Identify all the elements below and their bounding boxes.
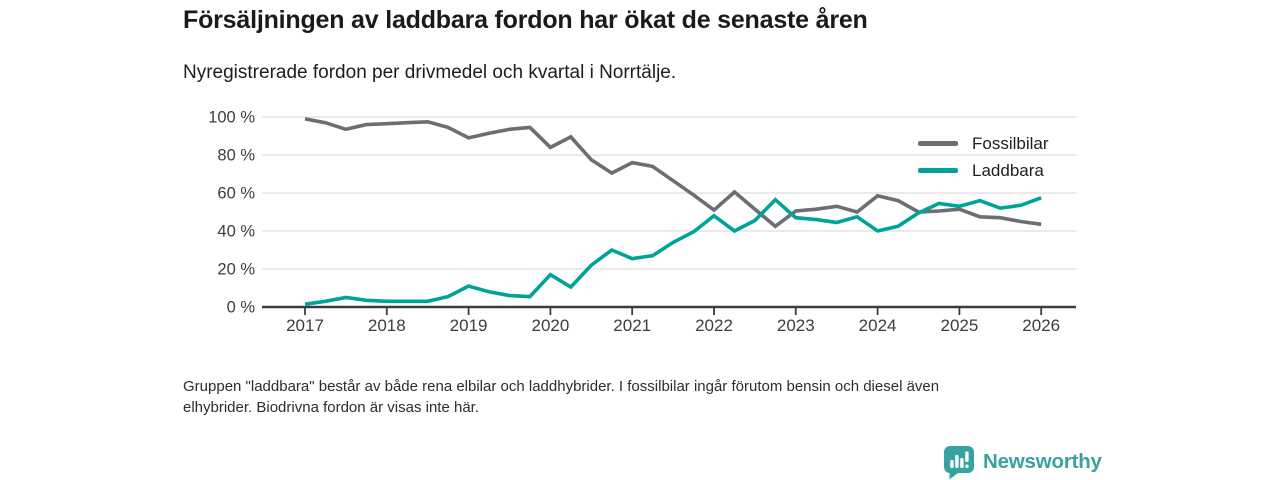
logo-text: Newsworthy [983, 450, 1102, 473]
line-chart: 0 % 20 % 40 % 60 % 80 % 100 % 2017 2018 2019 2020… [208, 109, 1076, 335]
x-axis-label: 2019 [450, 316, 488, 335]
y-axis-label: 100 % [208, 109, 255, 127]
newsworthy-icon [943, 446, 974, 480]
x-axis-label: 2021 [613, 316, 651, 335]
footnote-line-2: elhybrider. Biodrivna fordon är visas in… [183, 398, 479, 416]
x-axis-label: 2024 [859, 316, 897, 335]
x-axis-label: 2023 [777, 316, 815, 335]
laddbara-line-swatch [918, 168, 958, 173]
x-axis-label: 2026 [1022, 316, 1060, 335]
legend-label: Fossilbilar [972, 134, 1049, 153]
y-axis-label: 40 % [217, 223, 255, 241]
legend-item-laddbara: Laddbara [918, 162, 1049, 179]
x-axis-label: 2018 [368, 316, 406, 335]
logo-bar-3 [960, 458, 964, 468]
footnote-line-1: Gruppen "laddbara" består av både rena e… [183, 378, 940, 395]
legend-label: Laddbara [972, 161, 1044, 180]
laddbara-line [304, 196, 1042, 306]
y-axis-label: 20 % [217, 261, 255, 279]
logo-exclamation-bar [965, 451, 969, 462]
chart-subtitle: Nyregistrerade fordon per drivmedel och … [183, 62, 677, 83]
logo-bubble-shape [943, 446, 974, 480]
x-axis-label: 2022 [695, 316, 733, 335]
fossilbilar-line-swatch [918, 141, 958, 146]
x-axis-label: 2025 [940, 316, 978, 335]
x-axis-label: 2020 [531, 316, 569, 335]
y-axis-label: 80 % [217, 147, 255, 165]
y-axis-label: 60 % [217, 185, 255, 203]
chart-footnote: Gruppen "laddbara" består av både rena e… [183, 377, 1113, 418]
page-title: Försäljningen av laddbara fordon har öka… [183, 6, 868, 34]
y-axis-label: 0 % [227, 299, 256, 317]
logo-exclamation-dot [965, 464, 969, 468]
logo-bar-1 [950, 460, 954, 468]
x-axis-label: 2017 [286, 316, 324, 335]
legend-item-fossilbilar: Fossilbilar [918, 135, 1049, 152]
chart-legend: Fossilbilar Laddbara [918, 135, 1049, 179]
newsworthy-logo: Newsworthy [942, 444, 1102, 480]
logo-bar-2 [955, 455, 959, 468]
